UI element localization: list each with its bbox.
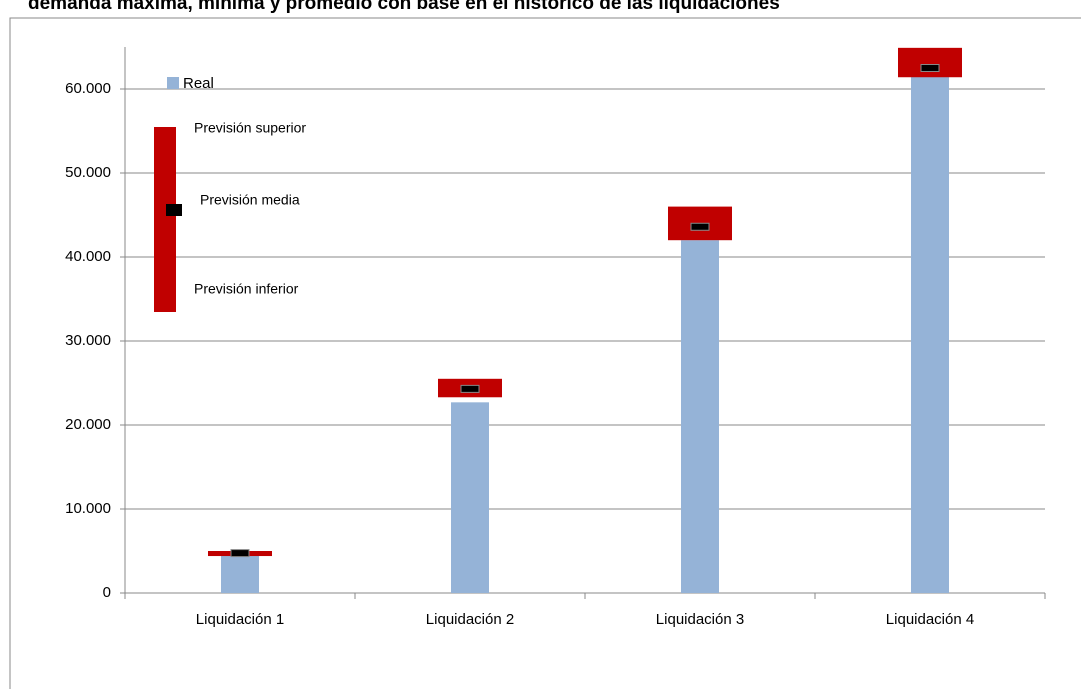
legend-swatch	[154, 127, 176, 312]
y-tick-label: 0	[103, 584, 111, 601]
bar	[451, 402, 489, 593]
bar	[911, 74, 949, 594]
y-tick-label: 50.000	[65, 164, 111, 181]
forecast-mean	[690, 222, 710, 231]
bar	[681, 240, 719, 593]
x-tick-label: Liquidación 1	[196, 611, 284, 628]
chart-border	[9, 17, 1081, 689]
legend-label: Previsión media	[200, 192, 300, 208]
legend-label: Previsión superior	[194, 120, 306, 136]
legend-swatch	[166, 204, 182, 216]
forecast-range	[898, 47, 962, 78]
legend-label: Real	[183, 75, 214, 92]
forecast-mean	[460, 384, 480, 393]
x-tick-label: Liquidación 4	[886, 611, 974, 628]
y-tick-label: 20.000	[65, 416, 111, 433]
x-tick-label: Liquidación 3	[656, 611, 744, 628]
y-tick-label: 60.000	[65, 80, 111, 97]
forecast-mean	[920, 64, 940, 72]
y-tick-label: 40.000	[65, 248, 111, 265]
chart-title: demanda máxima, mínima y promedio con ba…	[28, 0, 780, 14]
forecast-mean	[230, 549, 250, 558]
legend-swatch	[167, 77, 179, 89]
y-tick-label: 10.000	[65, 500, 111, 517]
x-tick-label: Liquidación 2	[426, 611, 514, 628]
legend-label: Previsión inferior	[194, 281, 299, 297]
y-tick-label: 30.000	[65, 332, 111, 349]
bar	[221, 555, 259, 593]
